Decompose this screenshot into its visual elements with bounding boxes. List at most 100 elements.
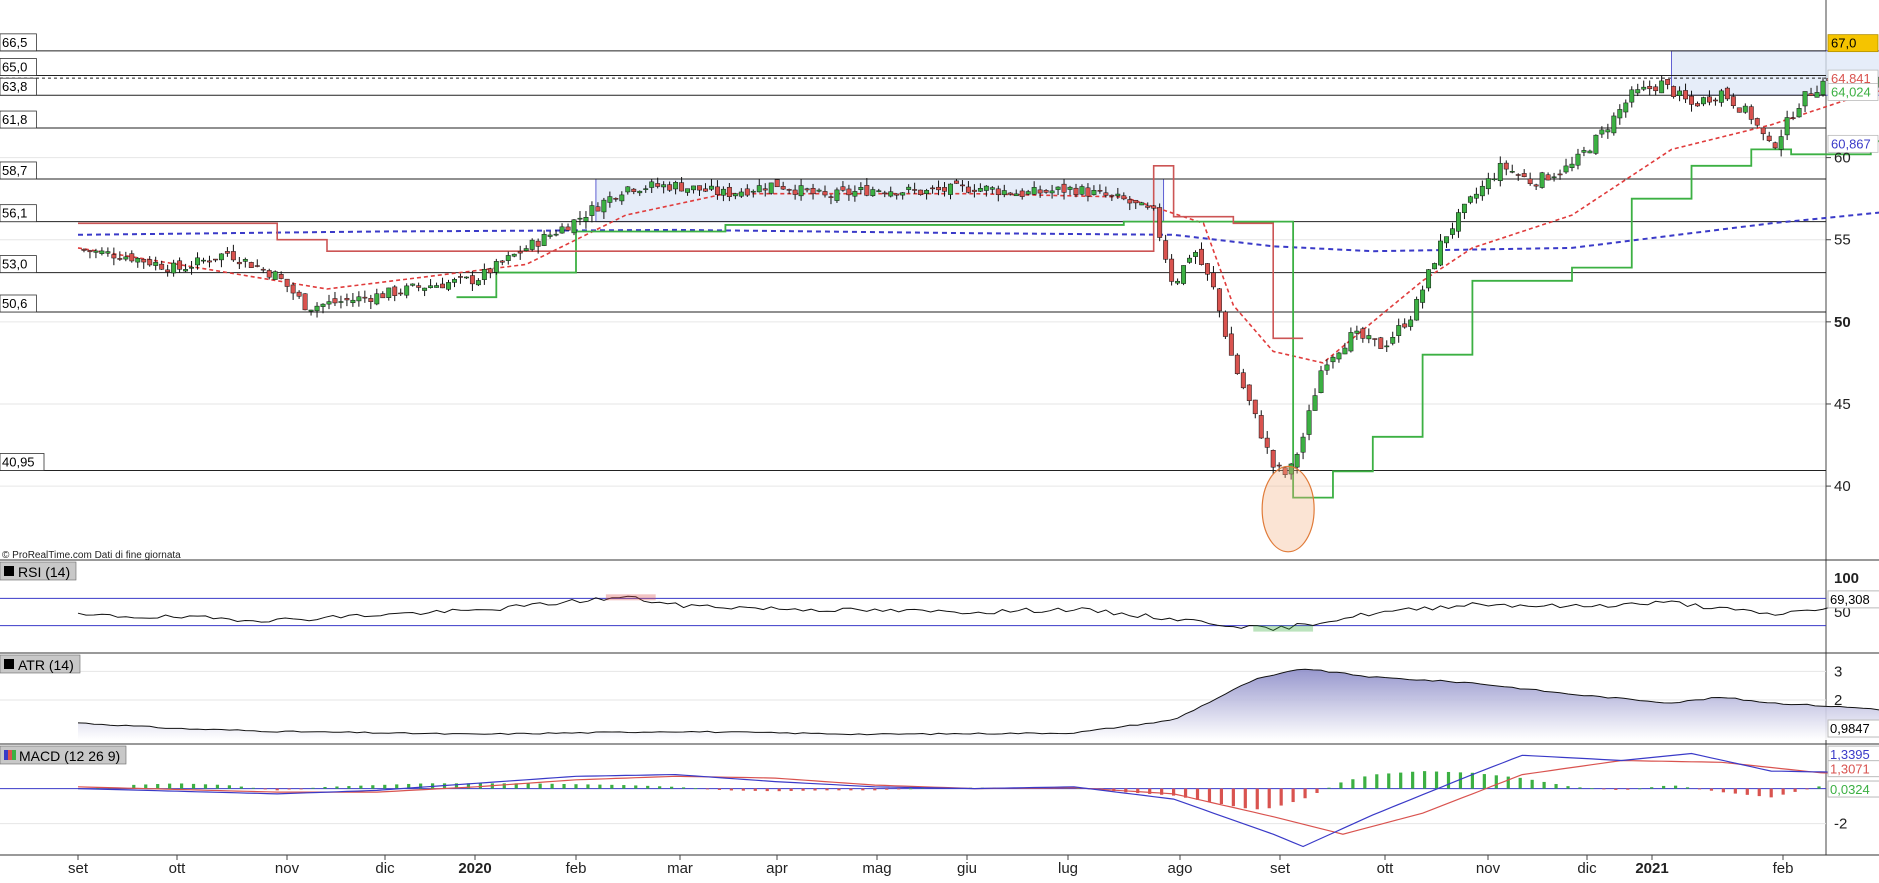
candle-body <box>392 286 398 296</box>
macd-histogram-bar <box>1279 788 1283 806</box>
candle-body <box>517 251 523 254</box>
candle-body <box>1073 187 1079 195</box>
macd-histogram-bar <box>586 784 590 789</box>
candle-body <box>1444 236 1449 244</box>
candle-body <box>900 192 906 196</box>
candle-body <box>1205 263 1210 275</box>
level-label: 50,6 <box>2 296 27 311</box>
candle-body <box>1539 172 1545 188</box>
candle-body <box>165 269 171 273</box>
atr-panel: ATR (14) 2 3 0,9847 <box>0 654 1879 740</box>
candle-body <box>356 296 362 302</box>
candle-body <box>1157 207 1163 238</box>
candle-body <box>1557 173 1563 176</box>
candle-body <box>1456 212 1461 232</box>
candle-body <box>798 185 804 197</box>
candle-body <box>1378 337 1384 349</box>
macd-histogram-bar <box>885 788 889 790</box>
macd-histogram-bar <box>1255 788 1259 810</box>
macd-histogram-bar <box>1721 788 1725 793</box>
candle-body <box>195 257 200 266</box>
candle-body <box>1748 106 1754 120</box>
atr-area <box>78 669 1879 740</box>
candle-body <box>463 276 469 279</box>
macd-histogram-bar <box>1614 788 1618 790</box>
candle-body <box>284 278 290 287</box>
candle-body <box>1001 190 1007 195</box>
macd-histogram-bar <box>1482 774 1486 789</box>
candle-body <box>792 189 798 195</box>
candle-body <box>1276 464 1282 467</box>
macd-histogram-bar <box>705 788 710 790</box>
candle-body <box>1778 136 1784 150</box>
candle-body <box>1545 174 1551 181</box>
candle-body <box>1312 395 1318 411</box>
candle-body <box>362 296 368 299</box>
month-label: feb <box>566 860 587 877</box>
macd-histogram-bar <box>1542 781 1546 789</box>
candle-body <box>762 188 768 191</box>
candle-body <box>1599 129 1605 135</box>
macd-histogram-bar <box>191 783 196 789</box>
candle-body <box>218 253 224 261</box>
macd-histogram-bar <box>407 783 411 789</box>
month-label: 2021 <box>1635 860 1668 877</box>
macd-histogram-bar <box>658 786 662 789</box>
price-tick-label: 45 <box>1834 396 1851 413</box>
candle-body <box>1712 99 1718 102</box>
candle-body <box>1432 263 1438 270</box>
consolidation-box <box>595 178 1165 223</box>
candle-body <box>320 303 326 307</box>
level-label-box <box>0 453 45 471</box>
candle-body <box>1210 272 1216 288</box>
macd-histogram-bar <box>1697 788 1702 790</box>
macd-histogram-bar <box>670 786 674 789</box>
candle-body <box>254 265 260 267</box>
candle-body <box>1049 190 1055 194</box>
candle-body <box>912 189 918 191</box>
candle-body <box>888 191 894 197</box>
macd-histogram-bar <box>1685 787 1690 789</box>
month-label: 2020 <box>458 860 491 877</box>
macd-histogram-bar <box>550 783 554 789</box>
candle-body <box>1282 467 1288 475</box>
macd-histogram-bar <box>717 788 722 790</box>
candle-body <box>1575 153 1581 166</box>
candle-body <box>1228 333 1234 356</box>
candle-body <box>864 185 870 196</box>
candle-body <box>338 301 344 303</box>
candle-body <box>1497 163 1503 182</box>
candle-body <box>266 270 272 278</box>
macd-histogram-bar <box>514 783 518 789</box>
candle-body <box>1736 107 1742 113</box>
macd-histogram-bar <box>1183 788 1188 798</box>
candle-body <box>720 188 726 196</box>
candle-body <box>756 185 762 193</box>
candle-body <box>1151 205 1157 209</box>
macd-histogram-bar <box>1494 775 1498 789</box>
candle-body <box>308 309 314 312</box>
candle-body <box>1019 190 1025 197</box>
candle-body <box>1641 86 1647 90</box>
candle-body <box>768 182 774 194</box>
atr-label: ATR (14) <box>18 657 74 673</box>
candle-body <box>434 285 440 288</box>
candle-body <box>559 226 565 234</box>
macd-value-text: 1,3395 <box>1830 747 1870 762</box>
candle-body <box>983 185 989 191</box>
candle-body <box>1796 108 1802 118</box>
candle-body <box>936 186 941 191</box>
month-label: mag <box>862 860 891 877</box>
macd-histogram-bar <box>1733 788 1737 794</box>
candle-body <box>1491 178 1497 181</box>
candle-body <box>709 185 714 190</box>
rsi-tick-label: 100 <box>1834 570 1859 587</box>
candle-body <box>577 217 583 220</box>
month-label: apr <box>766 860 788 877</box>
candle-body <box>1384 345 1390 348</box>
level-label: 58,7 <box>2 163 27 178</box>
candle-body <box>1031 187 1037 195</box>
price-tick-label: 60 <box>1834 150 1851 167</box>
month-label: lug <box>1058 860 1078 877</box>
